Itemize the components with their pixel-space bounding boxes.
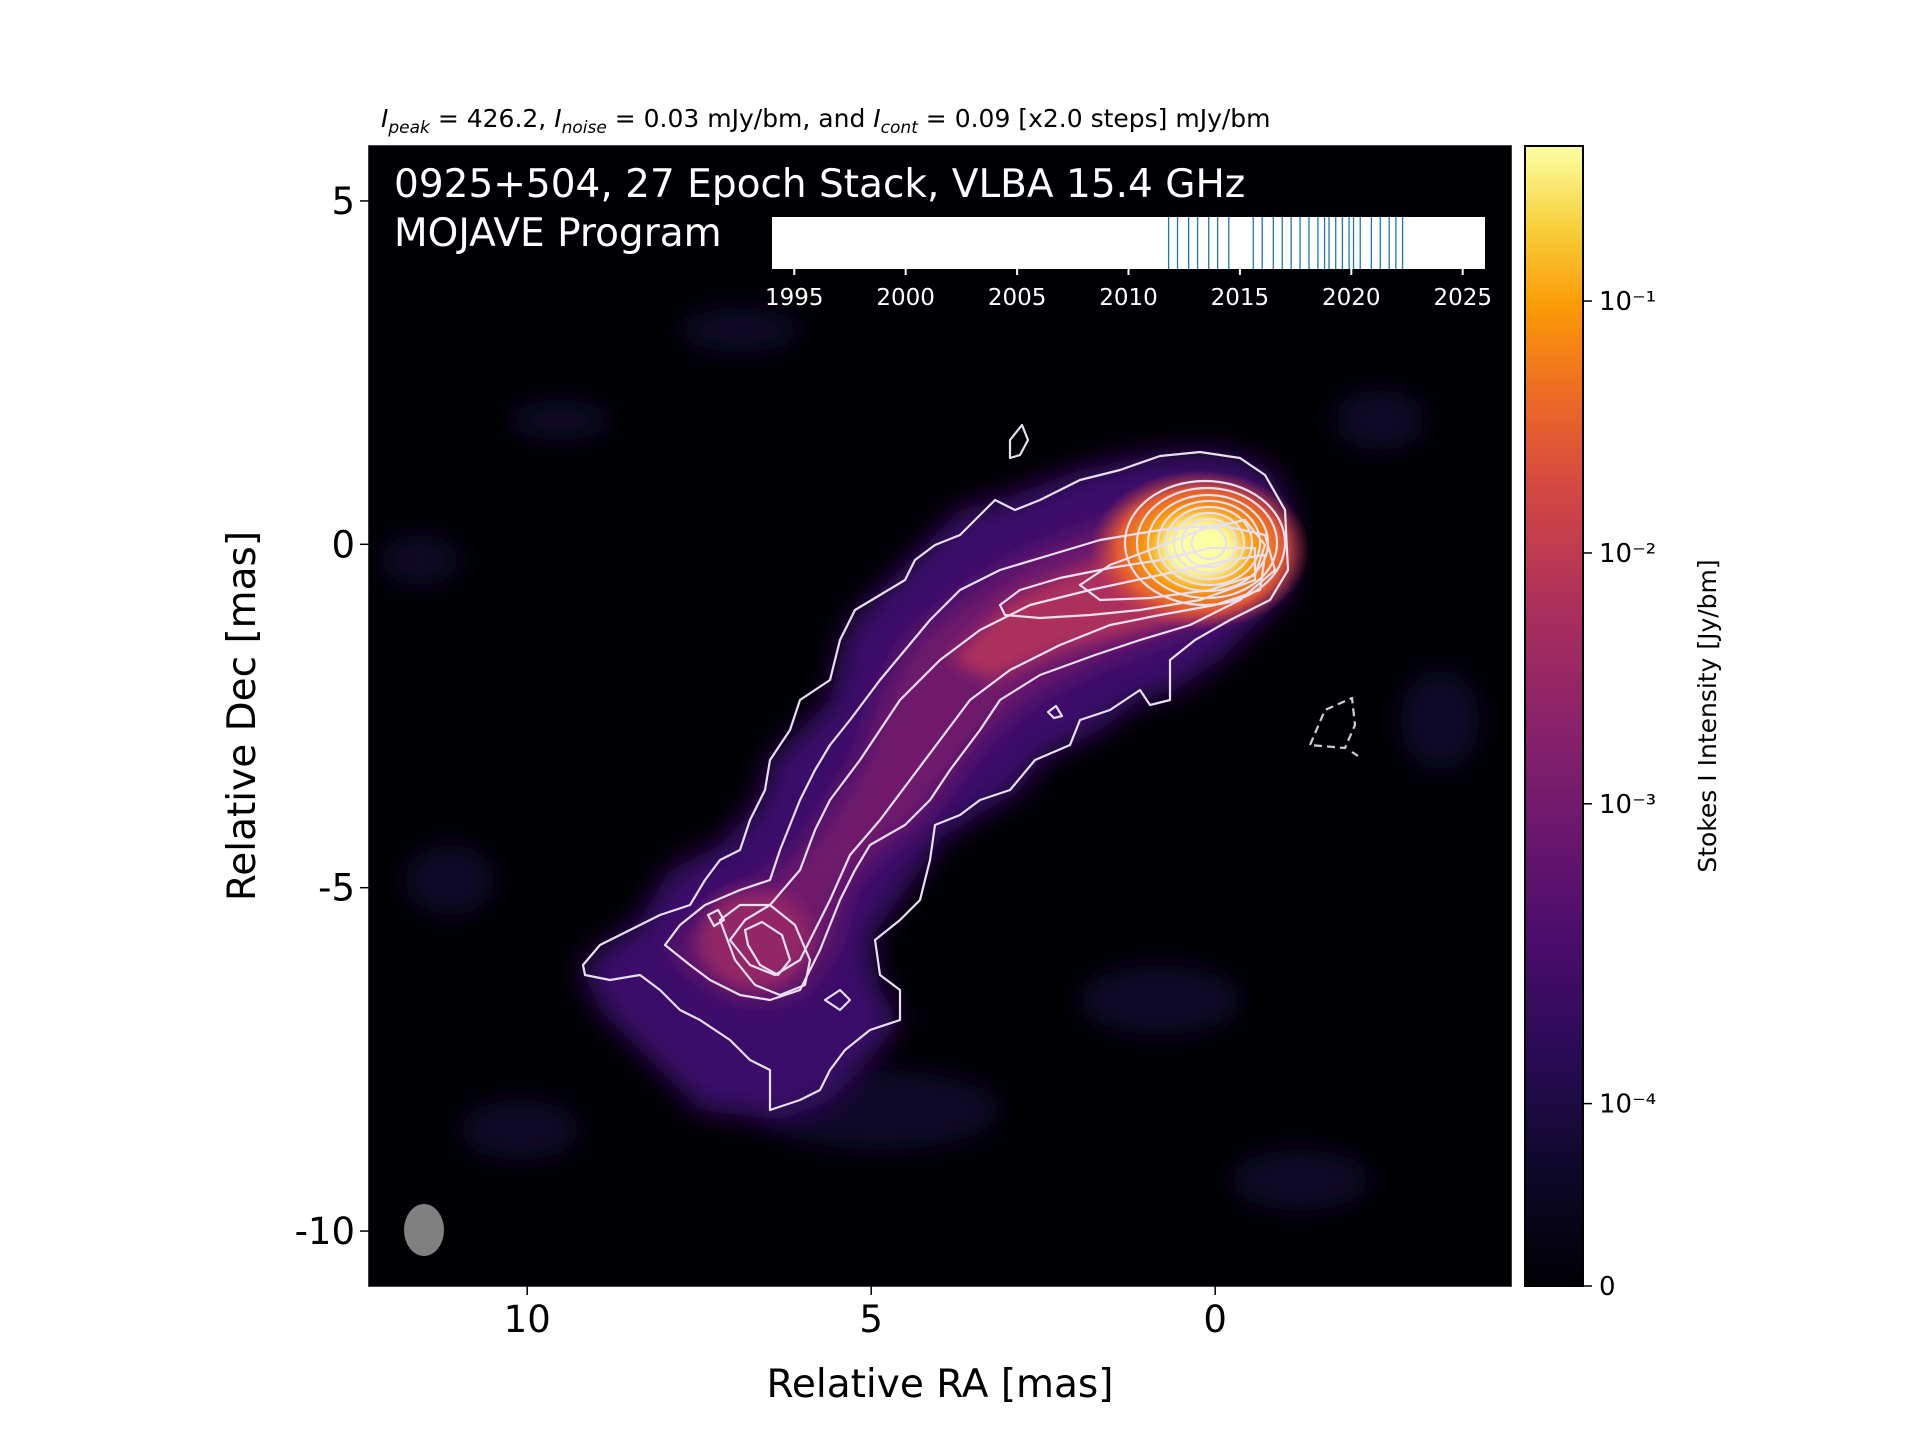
beam-ellipse [404,1204,444,1256]
contour-level-4 [998,546,1257,620]
epoch-tick-label: 2020 [1322,285,1381,311]
contour-southern-knot-outer [718,903,812,997]
source-title: 0925+504, 27 Epoch Stack, VLBA 15.4 GHz [394,162,1245,207]
x-axis-ticks: 10 5 0 [504,1286,1227,1341]
image-panel: 0925+504, 27 Epoch Stack, VLBA 15.4 GHz … [368,145,1512,1287]
epoch-tick-label: 2015 [1211,285,1270,311]
contours [581,423,1359,1112]
x-tick-label: 0 [1203,1298,1227,1341]
contour-level-5 [1078,518,1267,602]
program-title: MOJAVE Program [394,211,722,256]
contour-negative-small [1351,751,1359,757]
epoch-tick-label: 2005 [988,285,1047,311]
epoch-timeline: 1995 2000 2005 2010 2015 2020 2025 [765,217,1492,311]
colorbar-label: Stokes I Intensity [Jy/bm] [1693,559,1722,872]
contour-level-1 [581,450,1290,1112]
epoch-timeline-box [772,217,1485,269]
epoch-tick-label: 2010 [1099,285,1158,311]
colorbar-tick-label: 0 [1599,1272,1616,1302]
colorbar-tick-label: 10⁻⁴ [1599,1090,1656,1120]
contour-core-7 [1180,517,1238,569]
epoch-ticks: 1995 2000 2005 2010 2015 2020 2025 [765,269,1492,311]
contour-core-8 [1190,525,1228,561]
colorbar-tick-label: 10⁻³ [1599,790,1656,820]
y-tick-label: 0 [331,523,355,566]
colorbar-gradient [1524,145,1584,1287]
colorbar-ticks: 0 10⁻⁴ 10⁻³ 10⁻² 10⁻¹ [1583,287,1656,1302]
x-tick-label: 10 [504,1298,551,1341]
y-axis-ticks: 5 0 -5 -10 [295,180,369,1253]
epoch-tick-label: 1995 [765,285,824,311]
x-axis-label: Relative RA [mas] [767,1362,1114,1407]
contour-core-2 [1135,486,1279,600]
contour-southern-knot-inner [743,920,792,977]
y-tick-label: 5 [331,180,355,223]
colorbar-tick-label: 10⁻¹ [1599,287,1656,317]
noise-patches [380,308,1480,1210]
image-stats-header: Ipeak = 426.2, Inoise = 0.03 mJy/bm, and… [381,104,1271,138]
contour-southern-knot-tiny [706,908,726,928]
epoch-tick-label: 2025 [1433,285,1492,311]
contour-core-3 [1146,493,1270,593]
contour-core-1 [1123,479,1287,607]
contour-core-6 [1172,511,1246,575]
epoch-tick-label: 2000 [876,285,935,311]
y-tick-label: -5 [318,867,355,910]
epoch-lines [1167,217,1404,269]
colorbar-tick-label: 10⁻² [1599,539,1656,569]
contour-negative [1308,696,1357,750]
y-tick-label: -10 [295,1210,355,1253]
x-tick-label: 5 [859,1298,883,1341]
image-frame [368,145,1512,1287]
y-axis-label: Relative Dec [mas] [220,531,265,901]
contour-level-2 [663,523,1277,1002]
contour-level-3 [728,553,1267,977]
contour-level-1-gap [823,988,852,1012]
contour-core-5 [1164,505,1254,581]
contour-core-4 [1156,499,1262,587]
contour-small-blob [1046,704,1064,720]
contour-level-1-north-blob [1008,423,1030,460]
colorbar: 0 10⁻⁴ 10⁻³ 10⁻² 10⁻¹ Stokes I Intensity [Jy… [1524,145,1722,1302]
